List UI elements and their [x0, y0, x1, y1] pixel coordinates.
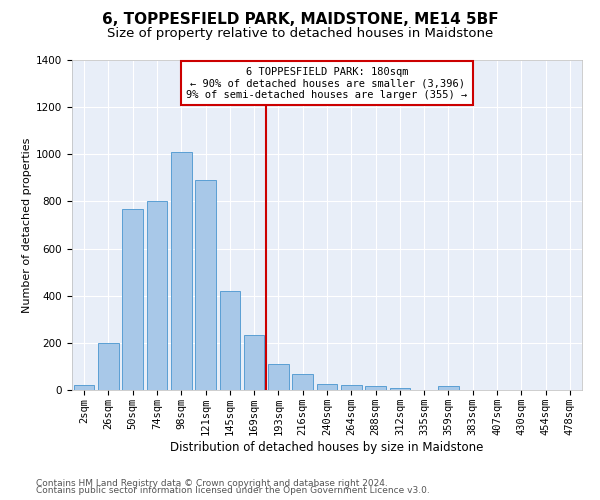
Text: Contains HM Land Registry data © Crown copyright and database right 2024.: Contains HM Land Registry data © Crown c… — [36, 478, 388, 488]
Bar — [438, 386, 459, 390]
Text: 6, TOPPESFIELD PARK, MAIDSTONE, ME14 5BF: 6, TOPPESFIELD PARK, MAIDSTONE, ME14 5BF — [101, 12, 499, 28]
Bar — [146, 202, 167, 390]
Bar — [317, 384, 337, 390]
Bar — [244, 334, 265, 390]
Bar — [268, 364, 289, 390]
Bar — [220, 291, 240, 390]
Bar — [292, 374, 313, 390]
Bar — [365, 386, 386, 390]
Bar — [389, 388, 410, 390]
Bar — [98, 343, 119, 390]
Text: 6 TOPPESFIELD PARK: 180sqm
← 90% of detached houses are smaller (3,396)
9% of se: 6 TOPPESFIELD PARK: 180sqm ← 90% of deta… — [187, 66, 467, 100]
Y-axis label: Number of detached properties: Number of detached properties — [22, 138, 32, 312]
Bar — [341, 386, 362, 390]
Bar — [122, 208, 143, 390]
Text: Size of property relative to detached houses in Maidstone: Size of property relative to detached ho… — [107, 28, 493, 40]
Text: Contains public sector information licensed under the Open Government Licence v3: Contains public sector information licen… — [36, 486, 430, 495]
X-axis label: Distribution of detached houses by size in Maidstone: Distribution of detached houses by size … — [170, 440, 484, 454]
Bar — [171, 152, 191, 390]
Bar — [74, 386, 94, 390]
Bar — [195, 180, 216, 390]
